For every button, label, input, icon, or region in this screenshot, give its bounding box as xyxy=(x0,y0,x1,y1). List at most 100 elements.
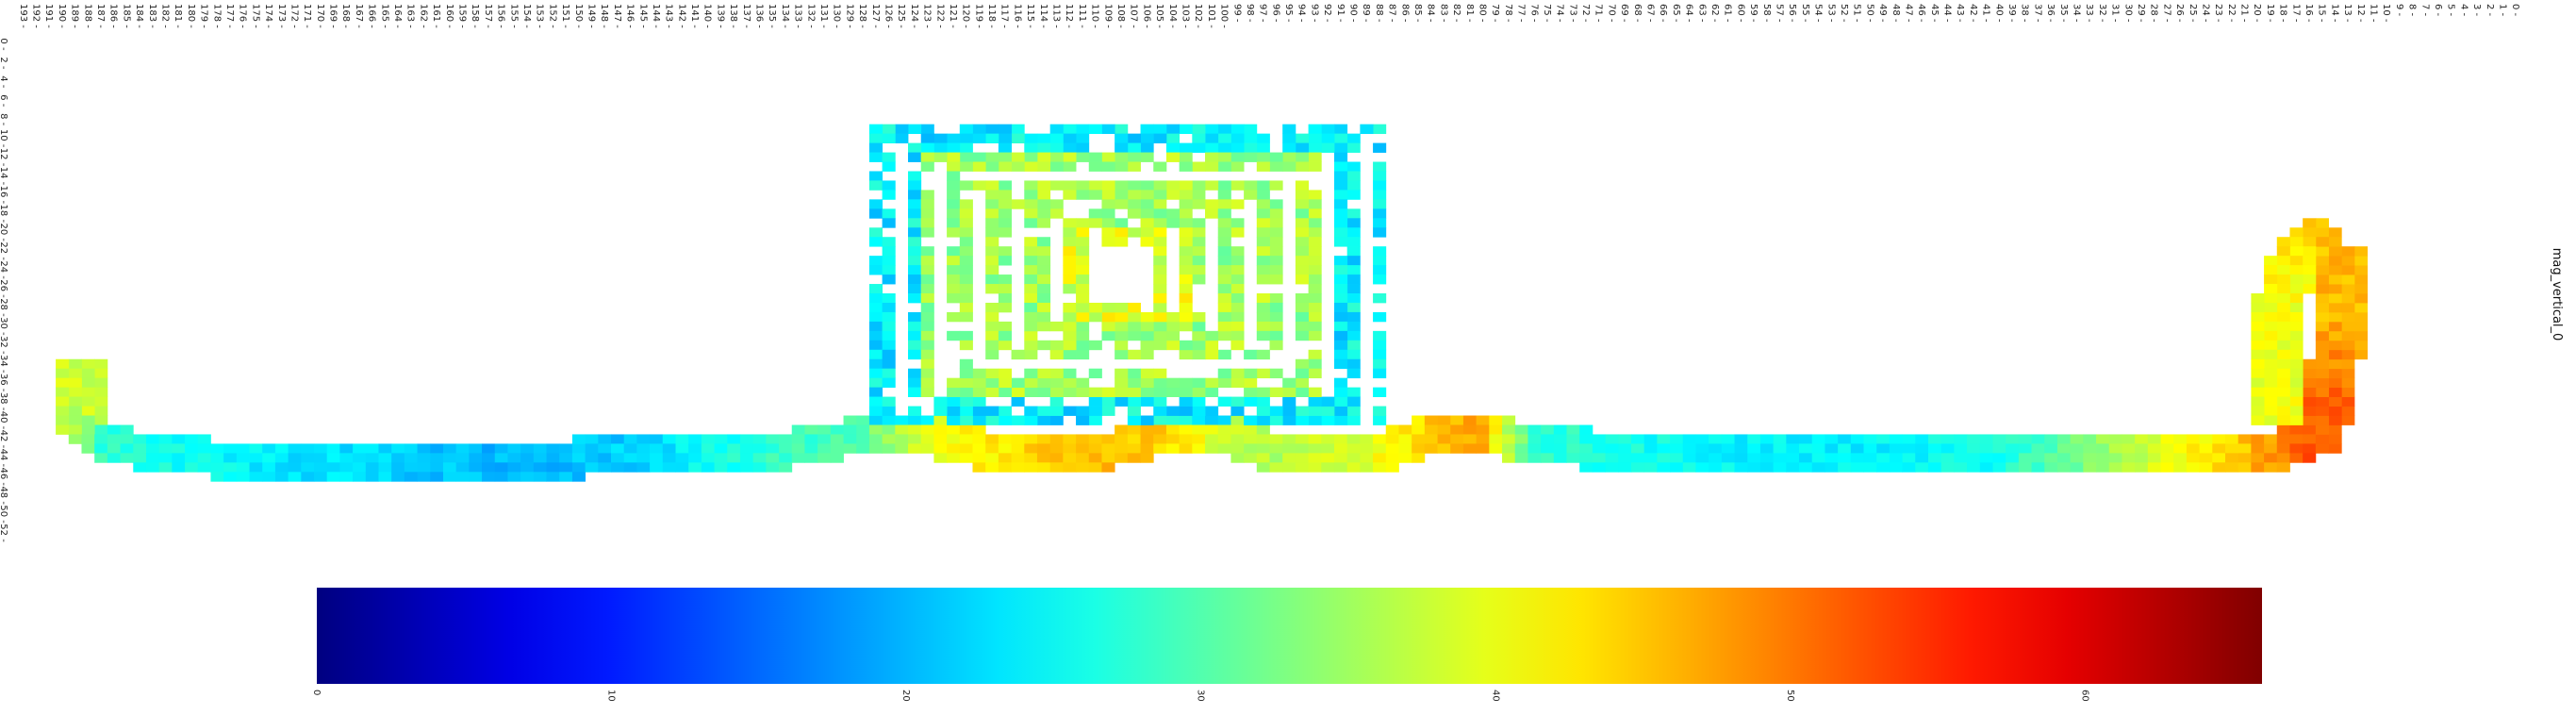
x-tick-label: 139 - xyxy=(715,4,725,28)
heatmap-cell xyxy=(830,434,844,444)
heatmap-cell xyxy=(1063,377,1077,389)
heatmap-cell xyxy=(701,434,715,444)
heatmap-cell xyxy=(868,377,883,389)
x-tick: 24 - xyxy=(2200,4,2210,23)
heatmap-cell xyxy=(882,349,896,360)
heatmap-cell xyxy=(2224,434,2239,444)
x-tick-label: 160 - xyxy=(444,4,454,28)
heatmap-cell xyxy=(908,142,922,153)
heatmap-cell xyxy=(2251,377,2265,389)
heatmap-cell xyxy=(1217,302,1231,313)
heatmap-cell xyxy=(998,434,1012,444)
heatmap-cell xyxy=(1269,256,1283,266)
heatmap-cell xyxy=(1398,453,1412,463)
heatmap-cell xyxy=(1101,199,1115,209)
heatmap-cell xyxy=(856,415,870,425)
y-tick-label: 2 - xyxy=(0,57,8,70)
heatmap-cell xyxy=(1295,302,1309,313)
heatmap-cell xyxy=(1256,424,1270,435)
heatmap-cell xyxy=(2251,396,2265,407)
x-tick-label: 99 - xyxy=(1231,4,1242,23)
x-tick-label: 17 - xyxy=(2290,4,2301,23)
heatmap-cell xyxy=(1101,161,1115,172)
y-tick: 8 - xyxy=(0,113,8,126)
heatmap-cell xyxy=(172,434,186,444)
heatmap-cell xyxy=(882,424,896,435)
heatmap-cell xyxy=(908,424,922,435)
x-tick: 61 - xyxy=(1723,4,1733,23)
x-tick: 67 - xyxy=(1645,4,1656,23)
heatmap-cell xyxy=(868,406,883,416)
x-tick: 64 - xyxy=(1684,4,1694,23)
heatmap-cell xyxy=(1256,293,1270,304)
heatmap-cell xyxy=(1140,190,1154,200)
heatmap-cell xyxy=(2083,453,2097,463)
heatmap-cell xyxy=(1244,349,1258,360)
heatmap-cell xyxy=(947,424,961,435)
x-tick: 94 - xyxy=(1296,4,1307,23)
heatmap-cell xyxy=(391,472,405,482)
heatmap-cell xyxy=(1049,152,1064,162)
heatmap-cell xyxy=(2303,265,2317,275)
heatmap-cell xyxy=(1876,434,1891,444)
x-tick: 117 - xyxy=(999,4,1010,28)
heatmap-cell xyxy=(1127,133,1141,143)
heatmap-cell xyxy=(2303,218,2317,228)
x-tick: 59 - xyxy=(1748,4,1759,23)
heatmap-cell xyxy=(2264,396,2278,407)
heatmap-cell xyxy=(1695,434,1709,444)
heatmap-cell xyxy=(274,453,289,463)
heatmap-cell xyxy=(1462,434,1478,444)
heatmap-cell xyxy=(1295,142,1309,153)
heatmap-cell xyxy=(1205,424,1219,435)
x-tick: 115 - xyxy=(1025,4,1035,28)
heatmap-cell xyxy=(1682,434,1696,444)
x-tick: 90 - xyxy=(1348,4,1359,23)
heatmap-cell xyxy=(1011,387,1025,397)
heatmap-cell xyxy=(1205,406,1219,416)
heatmap-cell xyxy=(882,368,896,379)
heatmap-cell xyxy=(1024,368,1038,379)
heatmap-cell xyxy=(2328,424,2342,435)
heatmap-cell xyxy=(1527,453,1542,463)
heatmap-cell xyxy=(1450,424,1464,435)
heatmap-cell xyxy=(1140,387,1154,397)
heatmap-cell xyxy=(1230,284,1245,294)
heatmap-cell xyxy=(1217,368,1231,379)
heatmap-cell xyxy=(1282,124,1296,135)
x-tick-label: 28 - xyxy=(2149,4,2159,23)
heatmap-cell xyxy=(1165,406,1181,416)
heatmap-cell xyxy=(1709,462,1723,473)
heatmap-cell xyxy=(947,387,961,397)
heatmap-cell xyxy=(1527,434,1542,444)
x-tick-label: 8 - xyxy=(2407,4,2418,17)
heatmap-cell xyxy=(998,190,1012,200)
heatmap-cell xyxy=(985,368,999,379)
heatmap-cell xyxy=(1153,396,1167,407)
heatmap-cell xyxy=(1269,406,1283,416)
heatmap-cell xyxy=(1721,453,1735,463)
heatmap-cell xyxy=(1269,302,1283,313)
heatmap-cell xyxy=(1786,462,1800,473)
x-tick-label: 186 - xyxy=(108,4,119,28)
x-tick-label: 178 - xyxy=(211,4,222,28)
heatmap-cell xyxy=(1244,424,1258,435)
y-tick-label: 20 - xyxy=(0,223,8,241)
heatmap-cell xyxy=(442,453,457,463)
heatmap-cell xyxy=(1192,265,1206,275)
x-tick: 30 - xyxy=(2122,4,2133,23)
heatmap-cell xyxy=(442,443,457,454)
heatmap-cell xyxy=(1101,302,1115,313)
heatmap-cell xyxy=(1269,434,1283,444)
x-tick-label: 152 - xyxy=(547,4,557,28)
heatmap-cell xyxy=(1076,377,1090,389)
heatmap-cell xyxy=(1101,406,1115,416)
heatmap-cell xyxy=(430,443,444,454)
x-tick: 168 - xyxy=(340,4,351,28)
heatmap-cell xyxy=(1605,434,1619,444)
heatmap-cell xyxy=(1902,434,1916,444)
y-tick: 46 - xyxy=(0,468,8,487)
heatmap-cell xyxy=(1373,274,1387,285)
x-tick: 19 - xyxy=(2265,4,2275,23)
x-tick: 50 - xyxy=(1864,4,1874,23)
